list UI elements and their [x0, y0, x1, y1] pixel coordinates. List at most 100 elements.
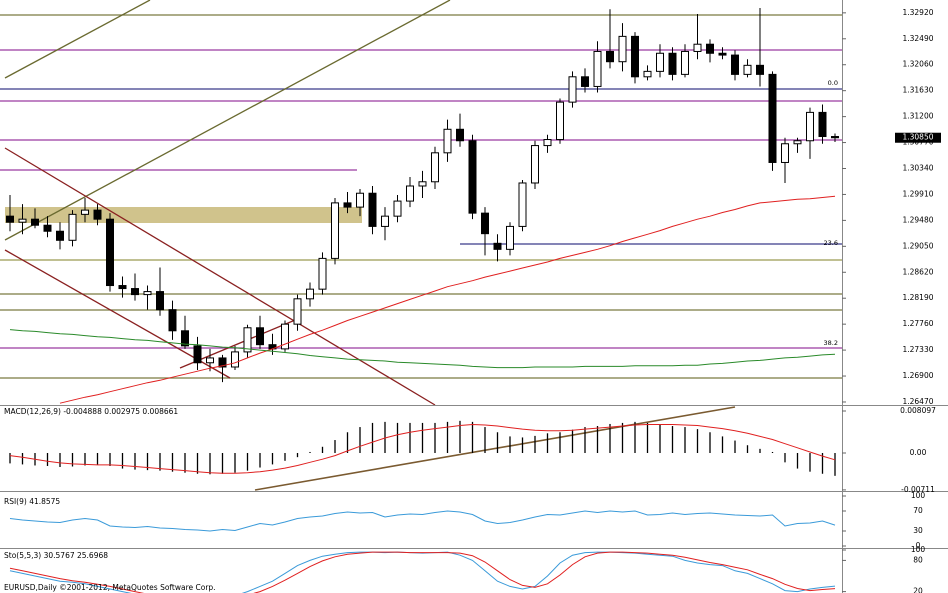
candle-body	[168, 309, 177, 332]
candle-body	[31, 218, 39, 226]
trend-line	[4, 249, 231, 379]
y-tick-label: 1.30340	[902, 163, 933, 172]
candle-body	[756, 64, 764, 75]
indicator-line	[9, 423, 836, 474]
panel-title: RSI(9) 41.8575	[4, 497, 60, 506]
candle-body	[6, 215, 14, 223]
candle-body	[118, 285, 127, 290]
y-tick-label: 100	[911, 491, 926, 500]
candle-body	[481, 212, 489, 235]
candle-body	[781, 143, 789, 163]
y-tick-label: 1.29050	[902, 241, 933, 250]
trend-line	[4, 147, 436, 406]
candle-body	[506, 225, 514, 250]
zone	[5, 207, 362, 223]
candle-body	[793, 140, 802, 145]
candle-body	[606, 50, 614, 63]
y-tick-label: 30	[913, 526, 923, 535]
candle-body	[581, 76, 589, 87]
candle-body	[106, 218, 114, 287]
candle-body	[818, 111, 827, 138]
candle-body	[431, 152, 439, 183]
candle-body	[281, 323, 289, 350]
candle-body	[318, 257, 327, 290]
candle-body	[56, 230, 64, 241]
y-tick-label: 0.00	[910, 448, 927, 457]
candle-body	[468, 140, 477, 214]
candle-body	[156, 291, 164, 311]
y-tick-label: 1.28620	[902, 267, 933, 276]
y-tick-label: 1.29910	[902, 189, 933, 198]
candle-body	[518, 182, 527, 227]
y-tick-label: 80	[913, 555, 923, 564]
candle-body	[768, 73, 777, 163]
candle-body	[693, 43, 702, 52]
level-lines	[0, 14, 842, 379]
panel-title: Sto(5,5,3) 30.5767 25.6968	[4, 551, 108, 560]
y-tick-label: 100	[911, 545, 926, 554]
candle-body	[231, 351, 239, 368]
candle-body	[631, 35, 639, 78]
candle-body	[706, 43, 714, 54]
y-tick-label: 1.31200	[902, 112, 933, 121]
panel-title: MACD(12,26,9) -0.004888 0.002975 0.00866…	[4, 407, 178, 416]
y-tick-label: 1.29480	[902, 215, 933, 224]
candle-body	[393, 200, 402, 217]
candle-body	[68, 213, 77, 241]
candle-body	[743, 64, 752, 75]
last-price-box	[895, 132, 941, 143]
candle-body	[406, 185, 414, 202]
indicator-line	[59, 195, 836, 404]
candle-body	[493, 242, 502, 250]
y-tick-label: 1.27760	[902, 319, 933, 328]
candle-body	[643, 70, 652, 78]
candle-body	[306, 288, 314, 300]
y-tick-label: 0	[916, 541, 921, 550]
candle-body	[681, 50, 689, 75]
candle-body	[718, 52, 727, 56]
candle-body	[243, 327, 252, 353]
level-label: 38.2	[824, 339, 838, 347]
candle-body	[206, 357, 214, 364]
candle-body	[131, 288, 139, 296]
candle-body	[593, 50, 602, 87]
candle-body	[656, 52, 664, 72]
trend-line	[4, 0, 451, 241]
candle-body	[18, 218, 27, 223]
candle-body	[831, 136, 839, 139]
candle-body	[618, 35, 627, 63]
y-tick-label: 1.32920	[902, 8, 933, 17]
candle-body	[93, 209, 102, 220]
y-tick-label: 1.28190	[902, 293, 933, 302]
y-tick-label: 1.26470	[902, 397, 933, 406]
candle-body	[293, 298, 302, 325]
indicator-line	[9, 510, 836, 532]
candle-body	[418, 181, 427, 187]
y-tick-label: 1.32490	[902, 34, 933, 43]
candle-body	[256, 327, 264, 346]
last-price-label: 1.30850	[902, 133, 933, 142]
y-tick-label: 20	[913, 587, 923, 593]
candle-body	[568, 76, 577, 103]
y-tick-label: 70	[913, 506, 923, 515]
candle-body	[343, 202, 352, 208]
candle-body	[368, 192, 377, 227]
caption: EURUSD,Daily ©2001-2012, MetaQuotes Soft…	[4, 583, 216, 592]
trend-line	[4, 0, 151, 79]
trend-line	[254, 406, 736, 491]
y-tick-label: 1.32060	[902, 60, 933, 69]
candle-body	[668, 52, 677, 75]
level-label: 0.0	[828, 79, 838, 87]
y-tick-label: -0.00711	[901, 485, 935, 494]
candle-body	[181, 330, 189, 347]
candle-body	[531, 145, 539, 184]
indicator-line	[9, 329, 836, 369]
candle-body	[218, 357, 227, 368]
candle-body	[731, 54, 739, 75]
candle-body	[443, 128, 452, 154]
candle-body	[331, 202, 339, 259]
y-tick-label: 1.27330	[902, 345, 933, 354]
candle-body	[543, 139, 552, 147]
